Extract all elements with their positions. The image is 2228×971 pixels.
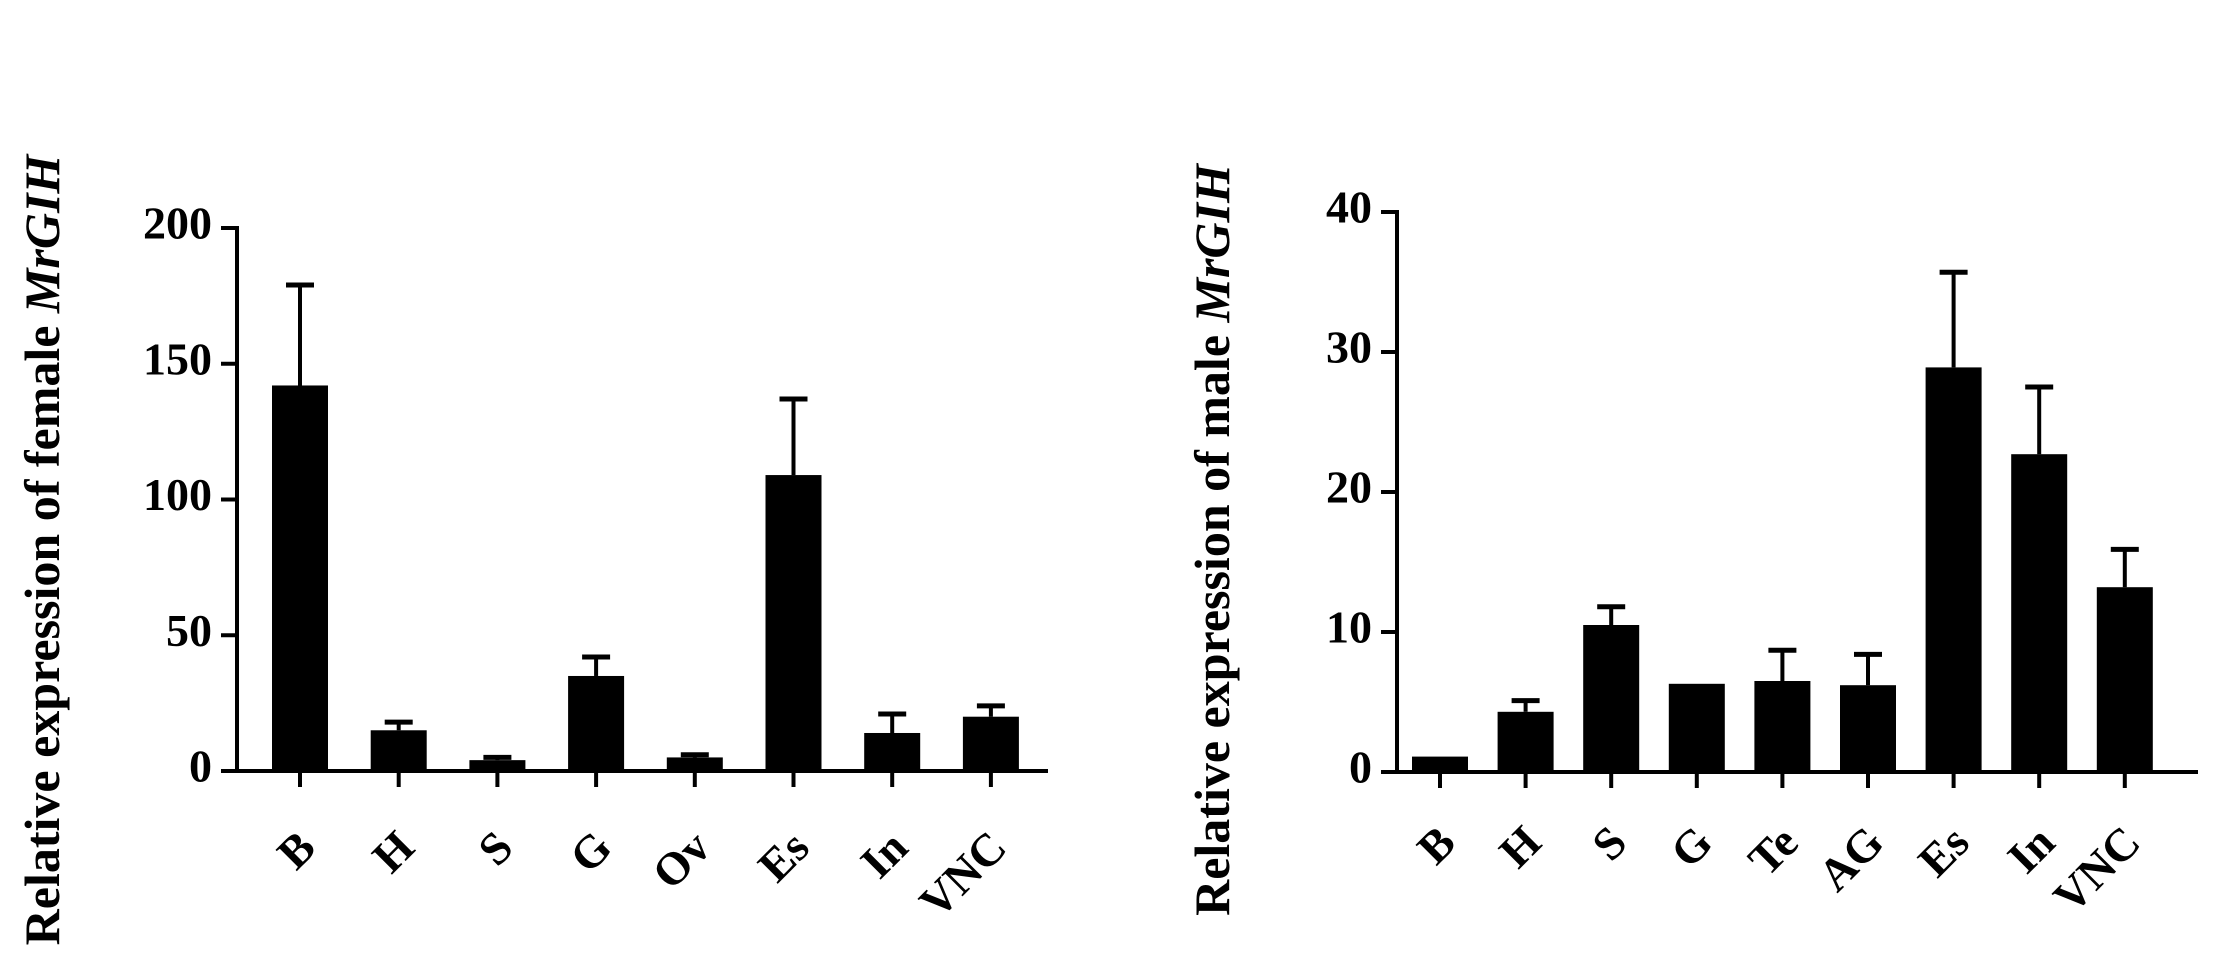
x-tick-label: H (362, 821, 424, 883)
y-tick-label: 10 (1326, 602, 1372, 653)
bar-vnc (962, 716, 1019, 771)
y-ticks: 0 10 20 30 40 (1326, 182, 1397, 793)
bar-h (1497, 711, 1554, 772)
x-tick-label: VNC (909, 821, 1016, 928)
bar-ov (666, 757, 723, 771)
y-axis-title-text: Relative expression of male MrGIH (1184, 162, 1240, 916)
x-tick-label: G (1661, 816, 1722, 877)
y-axis-title-gene: MrGIH (1184, 162, 1240, 323)
y-axis-title: Relative expression of male MrGIH (1184, 162, 1240, 916)
bar-g (1668, 683, 1725, 772)
female-expression-chart: Relative expression of female MrGIH 0 50 1… (14, 153, 1048, 946)
y-axis-title: Relative expression of female MrGIH (14, 153, 70, 946)
x-tick-label: S (1582, 816, 1636, 870)
x-tick-label: Te (1738, 816, 1807, 885)
x-tick-label: B (1407, 816, 1465, 874)
y-ticks: 0 50 100 150 200 (143, 198, 237, 792)
y-tick-label: 200 (143, 198, 212, 249)
y-tick-label: 20 (1326, 462, 1372, 513)
bar-in (2011, 454, 2068, 772)
y-tick-label: 100 (143, 469, 212, 520)
bar-ag (1840, 685, 1896, 772)
x-tick-label: H (1489, 816, 1551, 878)
bar-g (568, 675, 625, 771)
y-axis-title-prefix: Relative expression of female (14, 313, 70, 945)
x-tick-label: Ov (642, 821, 720, 899)
x-tick-label: B (267, 821, 325, 879)
y-tick-label: 0 (1349, 742, 1372, 793)
bar-es (1925, 367, 1982, 772)
y-axis-title-prefix: Relative expression of male (1184, 322, 1240, 915)
x-tick-label: In (1997, 816, 2064, 883)
y-tick-label: 30 (1326, 322, 1372, 373)
x-tick-label: Es (1908, 816, 1978, 886)
bar-in (864, 732, 921, 771)
bar-b (1412, 756, 1468, 772)
y-tick-label: 50 (166, 605, 212, 656)
y-axis-title-gene: MrGIH (14, 153, 70, 314)
x-tick-label: In (850, 821, 917, 888)
bar-te (1754, 681, 1811, 772)
bars (1412, 269, 2153, 772)
y-tick-label: 150 (143, 333, 212, 384)
bar-s (1583, 625, 1640, 772)
x-tick-label: AG (1808, 816, 1893, 901)
x-tick-label: Es (748, 821, 818, 891)
male-expression-chart: Relative expression of male MrGIH 0 10 20 3… (1184, 162, 2198, 923)
bar-es (765, 475, 822, 771)
bar-s (469, 760, 526, 771)
x-tick-label: G (560, 821, 621, 882)
bar-b (272, 385, 328, 771)
bar-vnc (2096, 587, 2153, 772)
x-tick-label: VNC (2043, 816, 2150, 923)
bar-h (370, 730, 427, 771)
y-axis-title-text: Relative expression of female MrGIH (14, 153, 70, 946)
bars (272, 282, 1019, 771)
y-tick-label: 0 (189, 741, 212, 792)
y-tick-label: 40 (1326, 182, 1372, 233)
x-tick-label: S (468, 821, 522, 875)
